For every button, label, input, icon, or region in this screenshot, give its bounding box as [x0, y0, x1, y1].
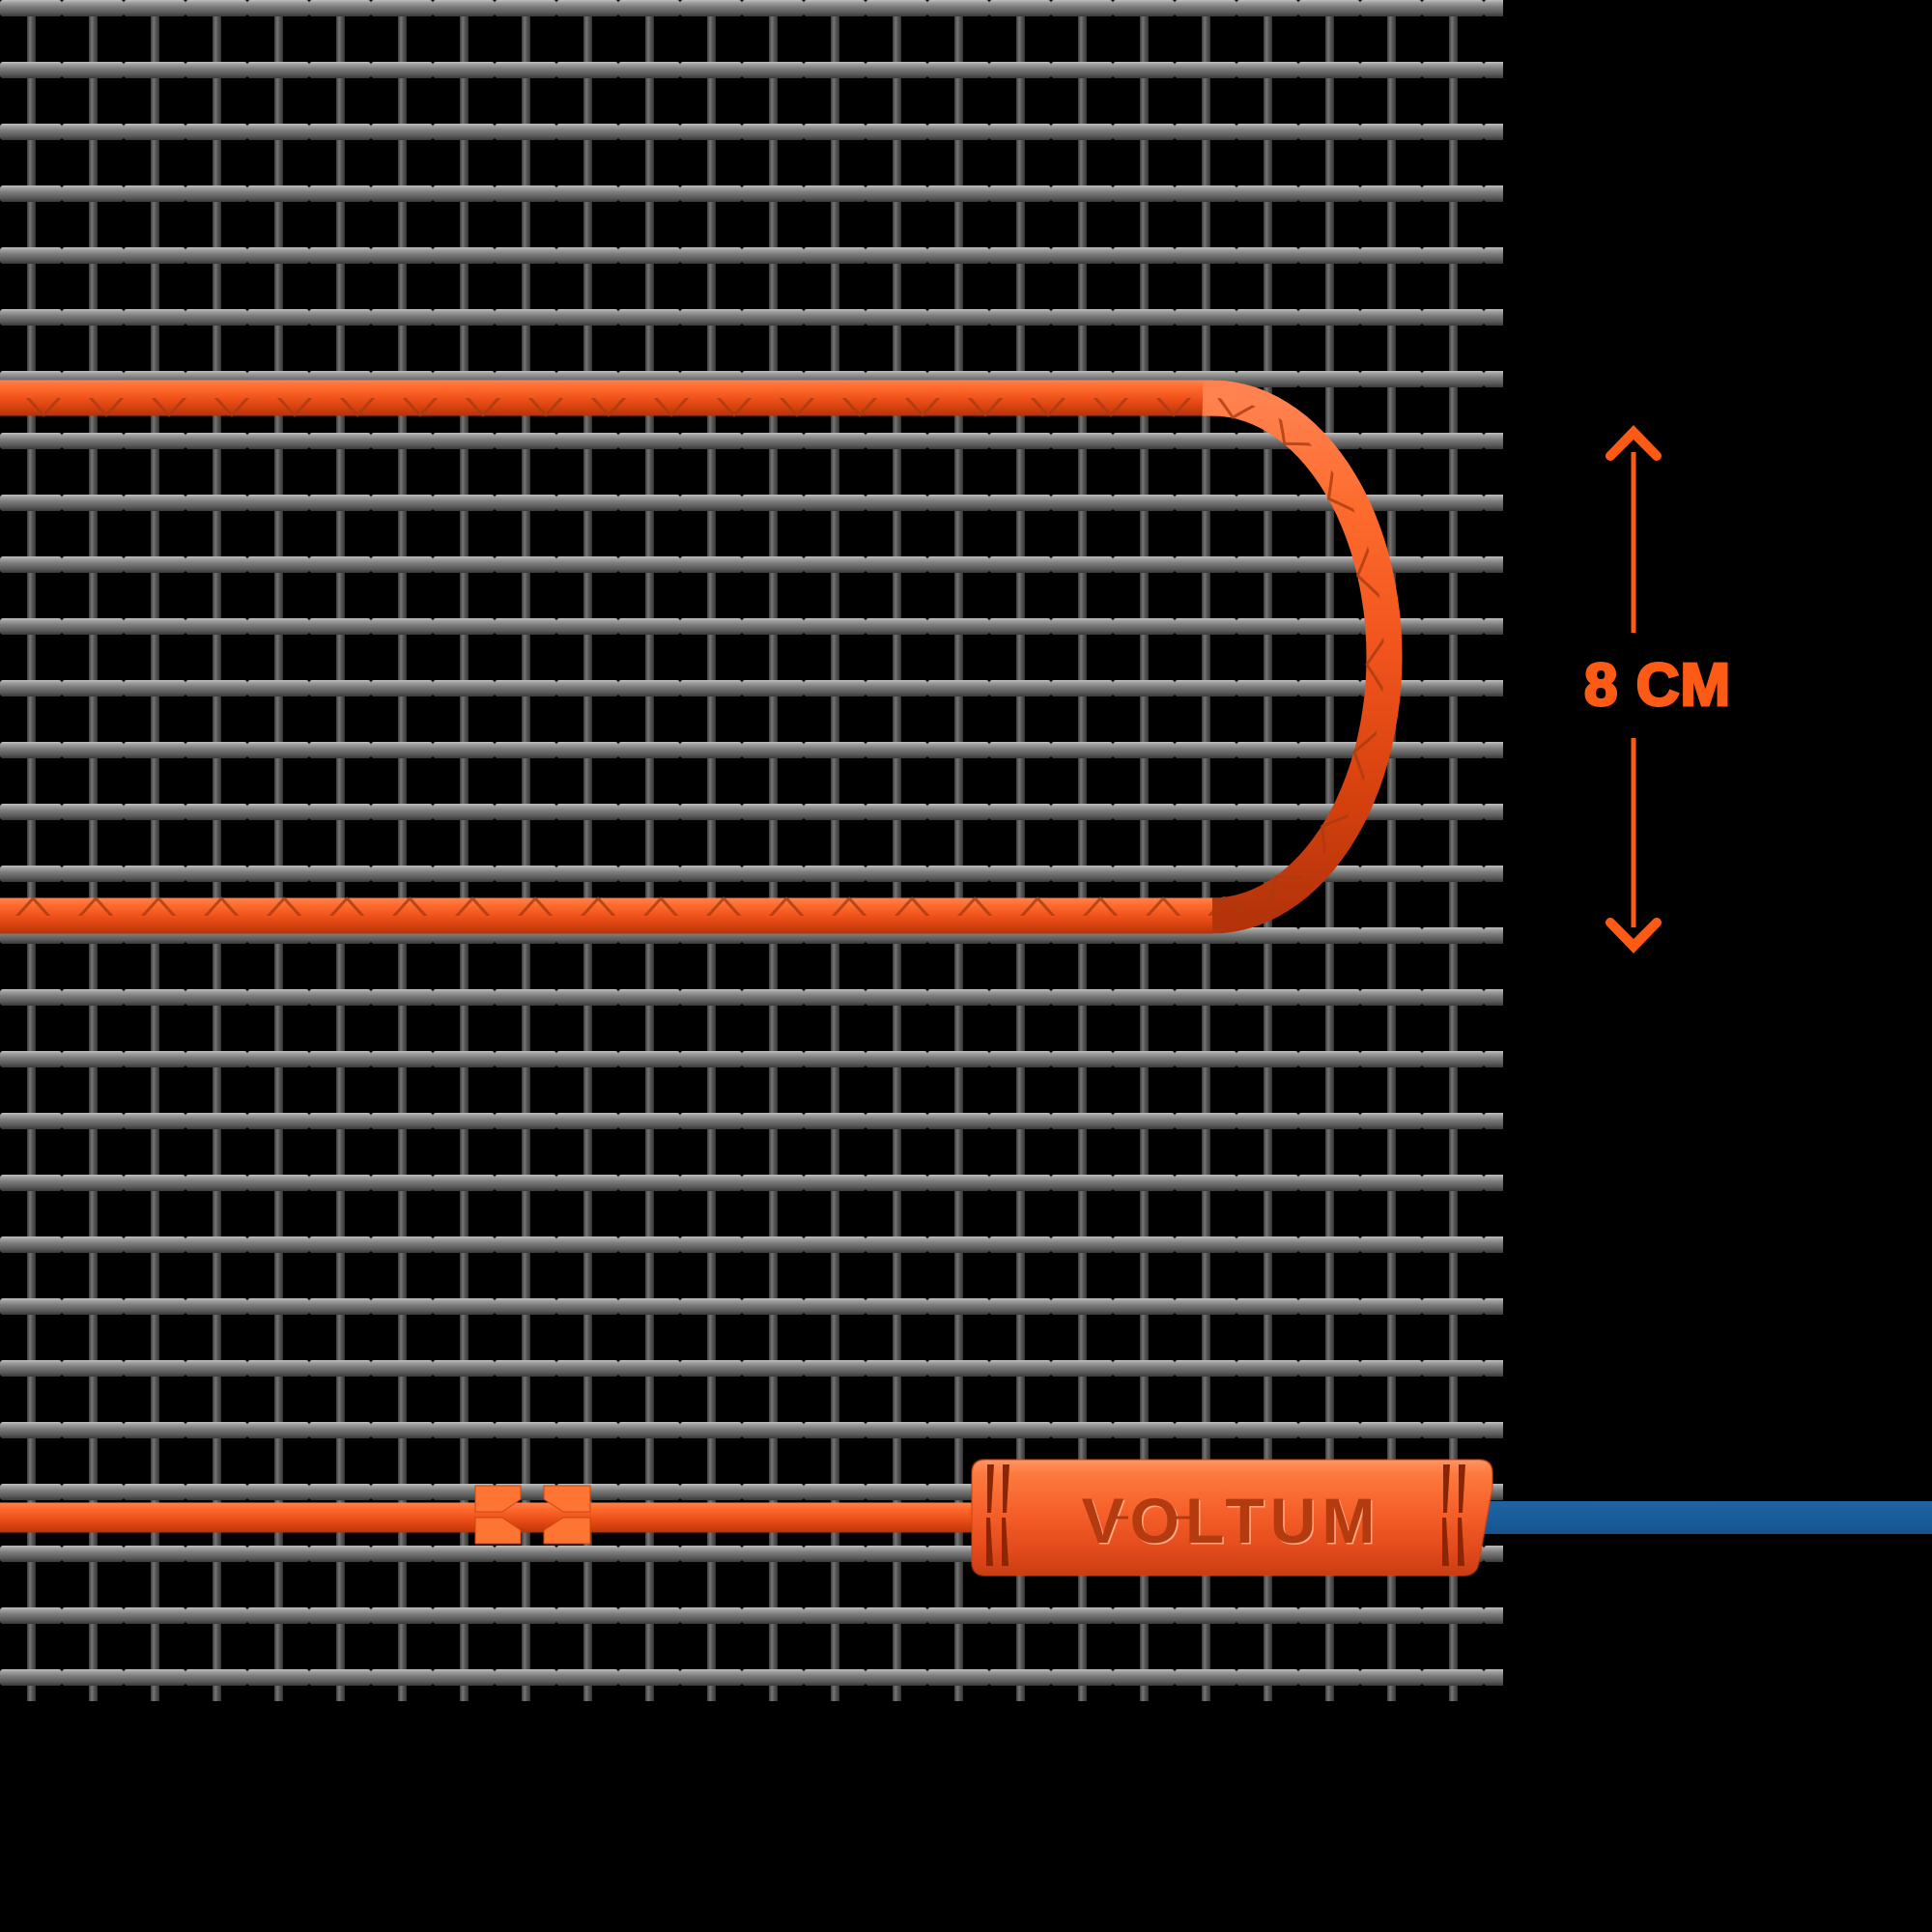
svg-text:8 CM: 8 CM	[1584, 652, 1731, 719]
svg-text:VOLTUM: VOLTUM	[1082, 1485, 1381, 1556]
